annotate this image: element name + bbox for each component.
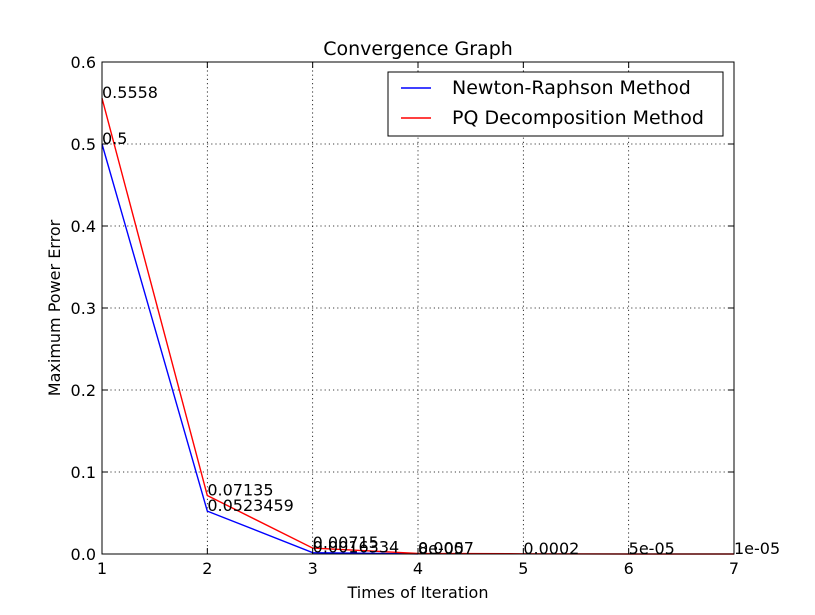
chart-title: Convergence Graph bbox=[323, 38, 513, 60]
y-tick-label: 0.4 bbox=[71, 217, 96, 236]
legend-box bbox=[387, 71, 724, 137]
x-tick-label: 2 bbox=[202, 559, 212, 578]
data-label: 0.5 bbox=[102, 129, 127, 148]
data-label: 0.0016334 bbox=[313, 538, 400, 557]
x-tick-label: 7 bbox=[729, 559, 739, 578]
legend-label-newton-raphson: Newton-Raphson Method bbox=[452, 77, 691, 99]
data-label: 5e-05 bbox=[629, 539, 675, 558]
data-label: 0.0523459 bbox=[207, 496, 294, 515]
y-tick-label: 0.6 bbox=[71, 53, 96, 72]
y-tick-label: 0.0 bbox=[71, 545, 96, 564]
legend: Newton-Raphson Method PQ Decomposition M… bbox=[387, 71, 724, 137]
series-line-newton-raphson bbox=[101, 143, 419, 555]
x-tick-label: 3 bbox=[308, 559, 318, 578]
data-label: 0.00715 bbox=[313, 533, 379, 552]
y-tick-label: 0.3 bbox=[71, 299, 96, 318]
series-line-pq-decomposition bbox=[101, 98, 734, 555]
data-label: 0.0002 bbox=[523, 539, 579, 558]
y-tick-label: 0.2 bbox=[71, 381, 96, 400]
data-label: 8e-05 bbox=[418, 539, 464, 558]
legend-label-pq-decomposition: PQ Decomposition Method bbox=[452, 107, 704, 129]
y-tick-label: 0.1 bbox=[71, 463, 96, 482]
data-label: 0.5558 bbox=[102, 83, 158, 102]
axis-ticks: 1 2 3 4 5 6 7 0.0 0.1 0.2 0.3 0.4 0.5 0.6 bbox=[71, 53, 740, 578]
y-axis-label: Maximum Power Error bbox=[45, 219, 64, 396]
x-tick-label: 4 bbox=[413, 559, 423, 578]
x-tick-label: 5 bbox=[518, 559, 528, 578]
x-tick-label: 1 bbox=[97, 559, 107, 578]
data-labels: 0.5 0.0523459 0.0016334 8e-05 0.5558 0.07135 0… bbox=[102, 83, 780, 558]
series-lines bbox=[101, 98, 734, 555]
data-label: 0.07135 bbox=[207, 480, 273, 499]
data-label: 0.0007 bbox=[418, 538, 474, 557]
data-label: 1e-05 bbox=[734, 539, 780, 558]
x-tick-label: 6 bbox=[624, 559, 634, 578]
y-tick-label: 0.5 bbox=[71, 135, 96, 154]
x-axis-label: Times of Iteration bbox=[347, 583, 489, 602]
